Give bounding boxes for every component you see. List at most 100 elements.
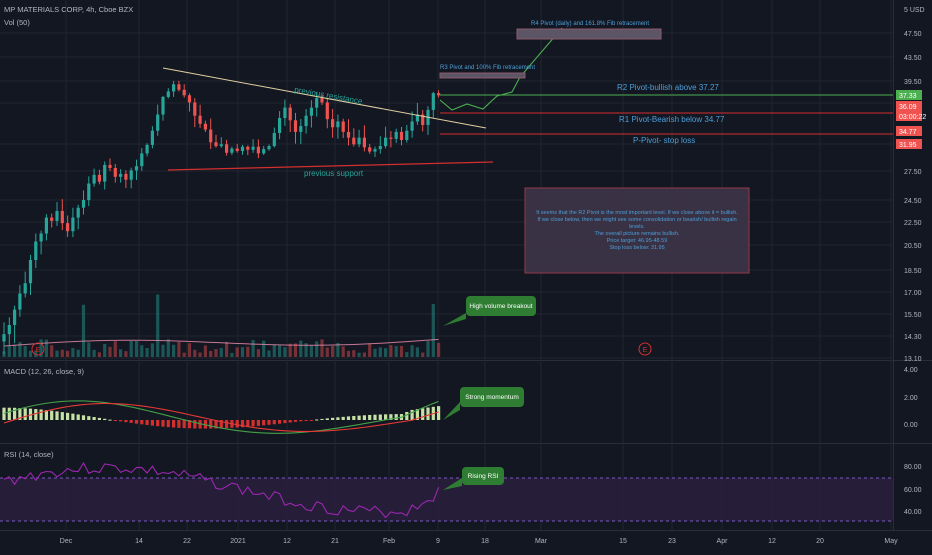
- candle-body[interactable]: [341, 121, 345, 132]
- candle-body[interactable]: [299, 126, 303, 132]
- r4-target-box[interactable]: [516, 28, 662, 40]
- candle-body[interactable]: [87, 183, 91, 200]
- candle-body[interactable]: [34, 241, 38, 260]
- candle-body[interactable]: [352, 137, 356, 145]
- candle-body[interactable]: [368, 147, 372, 152]
- candle-body[interactable]: [346, 131, 351, 138]
- candle-body[interactable]: [55, 211, 59, 221]
- candle-body[interactable]: [410, 121, 414, 131]
- candle-body[interactable]: [124, 173, 128, 180]
- candle-body[interactable]: [203, 123, 207, 130]
- high-volume-callout[interactable]: High volume breakout: [443, 296, 536, 326]
- rising-rsi-callout[interactable]: Rising RSI: [443, 467, 504, 490]
- candle-body[interactable]: [235, 148, 239, 151]
- candle-body[interactable]: [357, 137, 361, 145]
- candle-body[interactable]: [214, 142, 218, 147]
- strong-momentum-callout[interactable]: Strong momentum: [443, 387, 524, 420]
- candle-body[interactable]: [119, 173, 123, 177]
- candle-body[interactable]: [81, 200, 86, 208]
- candle-body[interactable]: [415, 114, 419, 122]
- candle-body[interactable]: [283, 107, 287, 119]
- candle-body[interactable]: [378, 146, 382, 150]
- macd-indicator-title[interactable]: MACD (12, 26, close, 9): [4, 367, 85, 376]
- candle-body[interactable]: [177, 84, 181, 90]
- candle-body[interactable]: [60, 211, 64, 224]
- rsi-axis[interactable]: 80.00 60.00 40.00: [904, 464, 922, 516]
- candle-body[interactable]: [28, 260, 33, 284]
- candle-body[interactable]: [315, 98, 319, 108]
- r3-target-box[interactable]: [439, 72, 526, 79]
- candle-body[interactable]: [267, 146, 271, 150]
- candle-body[interactable]: [13, 309, 17, 325]
- candle-body[interactable]: [129, 170, 133, 180]
- candle-body[interactable]: [309, 107, 313, 116]
- candle-body[interactable]: [325, 102, 329, 120]
- candle-body[interactable]: [399, 131, 404, 140]
- volume-indicator-title[interactable]: Vol (50): [4, 18, 30, 27]
- candle-body[interactable]: [331, 119, 335, 128]
- candle-body[interactable]: [421, 114, 425, 125]
- candle-body[interactable]: [405, 130, 409, 140]
- candle-body[interactable]: [145, 144, 149, 154]
- candle-body[interactable]: [262, 149, 266, 154]
- projection-path[interactable]: [439, 27, 563, 111]
- candle-body[interactable]: [97, 174, 101, 182]
- resistance-trendline[interactable]: [162, 67, 487, 129]
- candle-body[interactable]: [384, 137, 388, 147]
- candle-body[interactable]: [113, 167, 117, 177]
- candle-body[interactable]: [161, 96, 165, 115]
- candle-body[interactable]: [362, 137, 366, 148]
- candle-body[interactable]: [246, 146, 250, 150]
- candle-body[interactable]: [373, 149, 377, 152]
- note-box[interactable]: [524, 187, 750, 274]
- candle-body[interactable]: [272, 133, 276, 147]
- candle-body[interactable]: [76, 207, 80, 218]
- candle-body[interactable]: [134, 166, 139, 171]
- price-axis[interactable]: 5 USD47.5043.5039.5035.5031.9527.5024.50…: [904, 7, 925, 363]
- candle-body[interactable]: [166, 91, 170, 97]
- rsi-indicator-title[interactable]: RSI (14, close): [4, 450, 54, 459]
- candle-body[interactable]: [251, 146, 255, 150]
- candle-body[interactable]: [394, 131, 398, 139]
- candle-body[interactable]: [209, 129, 213, 143]
- candle-body[interactable]: [230, 148, 234, 153]
- candle-body[interactable]: [288, 107, 292, 121]
- candle-body[interactable]: [108, 164, 112, 168]
- candle-body[interactable]: [2, 334, 6, 342]
- candle-body[interactable]: [193, 102, 197, 116]
- candle-body[interactable]: [240, 146, 245, 151]
- candle-body[interactable]: [187, 95, 192, 103]
- symbol-title[interactable]: MP MATERIALS CORP, 4h, Cboe BZX: [4, 5, 133, 14]
- earnings-marker[interactable]: E: [31, 342, 45, 356]
- candle-body[interactable]: [336, 121, 340, 128]
- candle-body[interactable]: [44, 217, 48, 234]
- candle-body[interactable]: [156, 114, 160, 131]
- macd-axis[interactable]: 4.00 2.00 0.00: [904, 367, 918, 429]
- candle-body[interactable]: [182, 89, 186, 96]
- candle-body[interactable]: [23, 283, 27, 294]
- candle-body[interactable]: [304, 115, 308, 127]
- candle-body[interactable]: [92, 174, 96, 184]
- candle-body[interactable]: [71, 217, 75, 232]
- candle-body[interactable]: [278, 118, 282, 134]
- candle-body[interactable]: [172, 84, 176, 92]
- candle-body[interactable]: [66, 223, 70, 232]
- candle-body[interactable]: [198, 115, 202, 124]
- earnings-marker[interactable]: E: [638, 342, 652, 356]
- candle-body[interactable]: [150, 130, 154, 145]
- candle-body[interactable]: [103, 164, 107, 182]
- candle-body[interactable]: [431, 93, 435, 110]
- candle-body[interactable]: [389, 137, 393, 139]
- candle-body[interactable]: [320, 98, 324, 103]
- candle-body[interactable]: [437, 93, 441, 96]
- candle-body[interactable]: [219, 144, 223, 147]
- candle-body[interactable]: [39, 233, 43, 242]
- time-axis[interactable]: Dec 14 22 2021 12 21 Feb 9 18 Mar 15 23 Apr 12 20 May: [60, 538, 898, 545]
- candle-body[interactable]: [256, 146, 260, 154]
- candle-body[interactable]: [225, 144, 229, 153]
- support-trendline[interactable]: [167, 161, 494, 171]
- candle-body[interactable]: [293, 120, 298, 132]
- candles[interactable]: [2, 80, 441, 355]
- candle-body[interactable]: [50, 217, 54, 221]
- candle-body[interactable]: [140, 153, 144, 167]
